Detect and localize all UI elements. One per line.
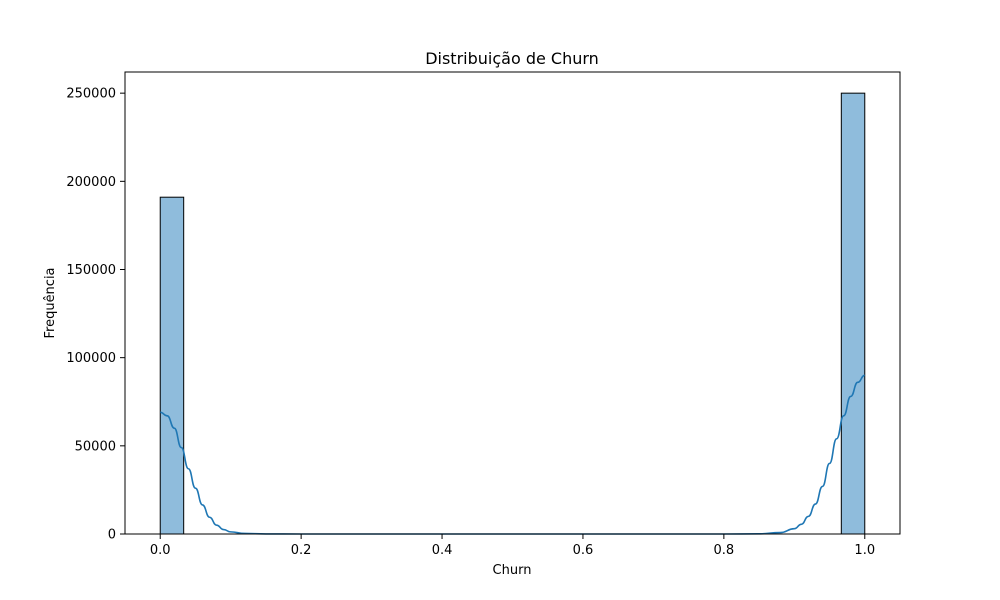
plot-frame [124,71,901,535]
kde-layer [160,374,865,535]
y-tick-label: 250000 [66,87,116,102]
x-tick-label: 0.2 [291,543,312,558]
kde-curve [160,374,865,535]
x-tick-label: 0.0 [150,543,171,558]
x-tick-label: 0.6 [573,543,594,558]
x-axis-label: Churn [493,563,532,578]
x-tick-label: 0.4 [432,543,453,558]
x-axis-ticks: 0.0 0.2 0.4 0.6 0.8 1.0 [150,534,875,558]
y-tick-label: 200000 [66,175,116,190]
x-tick-label: 1.0 [854,543,875,558]
chart-title: Distribuição de Churn [425,49,599,68]
y-tick-label: 100000 [66,351,116,366]
y-axis-label: Frequência [43,267,58,338]
x-tick-label: 0.8 [714,543,735,558]
bars-layer [159,92,866,535]
histogram-bar [840,92,866,535]
y-tick-label: 0 [108,528,116,543]
y-tick-label: 150000 [66,263,116,278]
histogram-bar [159,196,185,535]
y-tick-label: 50000 [75,439,116,454]
y-axis-ticks: 0 50000 100000 150000 200000 250000 [66,87,125,543]
